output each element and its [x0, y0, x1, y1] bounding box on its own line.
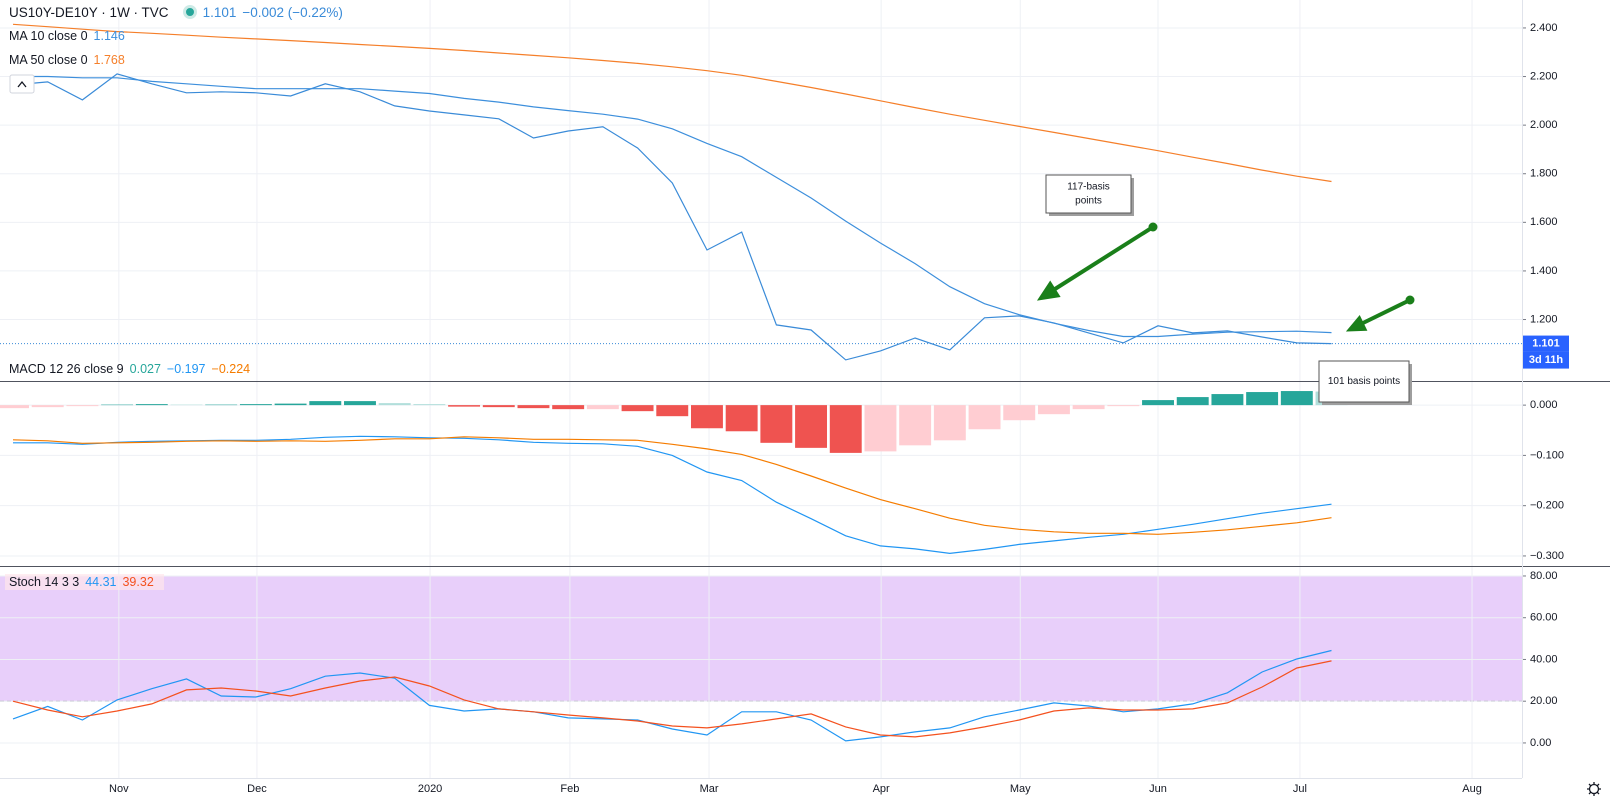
y-tick-label: 1.600	[1530, 216, 1558, 228]
line-series	[12, 23, 1332, 183]
histogram-bar	[864, 405, 897, 452]
histogram-bar	[482, 405, 515, 408]
histogram-bar	[968, 405, 1001, 430]
histogram-bar	[725, 405, 758, 432]
histogram-bar	[1211, 394, 1244, 406]
y-tick-label: 60.00	[1530, 612, 1558, 624]
histogram-bar	[899, 405, 932, 446]
histogram-bar	[1246, 392, 1279, 406]
settings-icon[interactable]	[1587, 782, 1601, 796]
line-series	[12, 73, 1332, 361]
band	[0, 575, 1522, 702]
y-tick-label: −0.200	[1530, 500, 1564, 512]
histogram-bar	[760, 405, 793, 443]
histogram-bar	[170, 404, 203, 406]
x-tick-label: 2020	[418, 783, 442, 795]
histogram-bar	[309, 401, 342, 406]
line-series	[12, 436, 1332, 535]
x-tick-label: Apr	[873, 783, 890, 795]
histogram-bar	[101, 404, 134, 406]
histogram-bar	[1003, 405, 1036, 421]
histogram-bar	[1280, 391, 1313, 406]
histogram-bar	[829, 405, 862, 453]
y-tick-label: 1.400	[1530, 265, 1558, 277]
histogram-bar	[344, 401, 376, 406]
y-tick-label: 80.00	[1530, 570, 1558, 582]
histogram-bar	[239, 404, 272, 406]
histogram-bar	[1176, 397, 1209, 406]
histogram-bar	[517, 405, 550, 409]
y-tick-label: 0.00	[1530, 737, 1551, 749]
line-series	[13, 75, 1332, 338]
y-tick-label: 1.200	[1530, 313, 1558, 325]
histogram-bar	[205, 404, 238, 406]
y-tick-label: 1.800	[1530, 168, 1558, 180]
histogram-bar	[448, 405, 481, 407]
x-tick-label: Feb	[560, 783, 579, 795]
histogram-bar	[552, 405, 585, 410]
histogram-bar	[1315, 391, 1348, 406]
histogram-bar	[621, 405, 654, 412]
line-series	[13, 435, 1332, 555]
histogram-bar	[378, 403, 411, 406]
y-tick-label: 2.000	[1530, 119, 1558, 131]
y-tick-label: 20.00	[1530, 695, 1558, 707]
histogram-bar	[1142, 400, 1174, 406]
x-tick-label: Dec	[247, 783, 267, 795]
y-tick-label: 40.00	[1530, 653, 1558, 665]
histogram-bar	[274, 403, 307, 406]
y-tick-label: −0.100	[1530, 449, 1564, 461]
histogram-bar	[1072, 405, 1105, 410]
x-tick-label: Mar	[700, 783, 719, 795]
y-tick-label: 2.400	[1530, 22, 1558, 34]
histogram-bar	[586, 405, 619, 410]
histogram-bar	[413, 404, 446, 406]
histogram-bar	[0, 405, 29, 409]
x-tick-label: May	[1010, 783, 1031, 795]
histogram-bar	[66, 405, 99, 407]
y-tick-label: 2.200	[1530, 70, 1558, 82]
histogram-bar	[31, 405, 64, 408]
histogram-bar	[656, 405, 689, 417]
y-tick-label: 0.000	[1530, 399, 1558, 411]
x-tick-label: Aug	[1462, 783, 1482, 795]
histogram-bar	[135, 404, 168, 406]
line-series	[12, 660, 1332, 738]
collapse-button[interactable]	[9, 74, 35, 94]
histogram-bar	[933, 405, 966, 441]
x-tick-label: Nov	[109, 783, 129, 795]
y-tick-label: −0.300	[1530, 550, 1564, 562]
x-tick-label: Jul	[1293, 783, 1307, 795]
x-tick-label: Jun	[1149, 783, 1167, 795]
histogram-bar	[795, 405, 828, 448]
histogram-bar	[1107, 405, 1140, 407]
histogram-bar	[1037, 405, 1070, 415]
histogram-bar	[690, 405, 723, 429]
